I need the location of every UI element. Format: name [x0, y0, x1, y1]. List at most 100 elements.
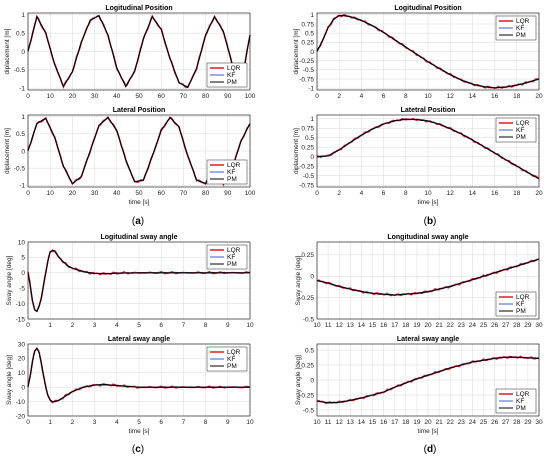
x-tick-label: 13 — [347, 419, 355, 426]
y-tick-label: 10 — [18, 239, 26, 246]
x-tick-label: 2 — [71, 419, 75, 426]
y-tick-label: 0.5 — [16, 30, 25, 37]
y-axis-label: Sway angle [deg] — [6, 255, 13, 305]
y-tick-label: 0 — [310, 377, 314, 384]
panel-label-c: (c) — [132, 444, 144, 455]
series-line-pm — [27, 347, 250, 403]
x-tick-label: 8 — [204, 419, 208, 426]
x-axis-label: time [s] — [129, 199, 150, 206]
x-tick-label: 16 — [380, 322, 388, 329]
chart-title: Latetral Position — [401, 107, 456, 114]
x-tick-label: 10 — [246, 419, 254, 426]
x-tick-label: 23 — [458, 419, 466, 426]
x-tick-label: 0 — [315, 190, 319, 197]
panel-label-d: (d) — [424, 444, 437, 455]
x-axis-label: time [s] — [418, 428, 439, 435]
x-tick-label: 5 — [137, 419, 141, 426]
y-tick-label: 0 — [21, 385, 25, 392]
y-tick-label: -1 — [308, 85, 314, 92]
x-tick-label: 10 — [313, 419, 321, 426]
legend-label-pm: PM — [516, 32, 526, 39]
y-tick-label: -20 — [16, 413, 26, 420]
y-tick-label: -0.5 — [303, 316, 315, 323]
y-axis-label: diplacement [m] — [293, 128, 300, 174]
x-tick-label: 10 — [424, 190, 432, 197]
legend-label-lqr: LQR — [227, 162, 241, 169]
x-tick-label: 11 — [325, 322, 332, 329]
x-tick-label: 9 — [226, 419, 230, 426]
x-tick-label: 14 — [469, 93, 477, 100]
x-tick-label: 26 — [491, 419, 499, 426]
x-tick-label: 50 — [135, 190, 143, 197]
x-tick-label: 16 — [491, 190, 499, 197]
y-tick-label: -0.5 — [303, 67, 315, 74]
axes-frame — [316, 12, 540, 91]
y-tick-label: -10 — [16, 301, 26, 308]
x-tick-label: 18 — [513, 190, 521, 197]
x-tick-label: 100 — [245, 190, 256, 197]
y-axis-label: diplacement [m] — [4, 128, 11, 174]
x-tick-label: 21 — [435, 419, 443, 426]
x-tick-label: 12 — [447, 93, 455, 100]
x-tick-label: 0 — [315, 93, 319, 100]
x-tick-label: 70 — [180, 93, 188, 100]
legend-label-lqr: LQR — [227, 349, 241, 356]
y-tick-label: 1 — [21, 12, 25, 19]
y-tick-label: 0 — [21, 270, 25, 277]
legend-label-kf: KF — [516, 127, 524, 134]
x-tick-label: 25 — [480, 322, 488, 329]
x-tick-label: 10 — [246, 322, 254, 329]
x-tick-label: 15 — [369, 322, 377, 329]
y-tick-label: -1 — [19, 183, 25, 190]
x-tick-label: 29 — [524, 419, 532, 426]
x-axis-label: time [s] — [418, 199, 439, 206]
legend-label-pm: PM — [227, 363, 237, 370]
x-tick-label: 2 — [337, 190, 341, 197]
y-tick-label: -0.75 — [299, 182, 314, 189]
x-tick-label: 30 — [535, 419, 543, 426]
x-tick-label: 27 — [502, 322, 510, 329]
panel-label-b: (b) — [424, 216, 437, 227]
y-tick-label: 0 — [310, 154, 314, 161]
x-tick-label: 4 — [115, 322, 119, 329]
x-tick-label: 24 — [469, 419, 477, 426]
x-tick-label: 29 — [524, 322, 532, 329]
x-tick-label: 2 — [71, 322, 75, 329]
chart-title: Logitudinal Position — [394, 5, 461, 12]
x-tick-label: 17 — [391, 322, 399, 329]
series-line-pm — [316, 258, 540, 296]
x-tick-label: 18 — [402, 419, 410, 426]
y-tick-label: -10 — [16, 399, 26, 406]
legend-label-pm: PM — [227, 261, 237, 268]
x-tick-label: 3 — [93, 322, 97, 329]
legend-label-lqr: LQR — [516, 18, 530, 25]
series-line-pm — [316, 15, 540, 89]
y-tick-label: -0.75 — [299, 76, 314, 83]
legend-label-pm: PM — [227, 176, 237, 183]
y-tick-label: 30 — [18, 341, 26, 348]
y-tick-label: 0 — [310, 49, 314, 56]
x-tick-label: 16 — [491, 93, 499, 100]
x-tick-label: 20 — [535, 190, 543, 197]
x-tick-label: 6 — [159, 322, 163, 329]
x-tick-label: 0 — [26, 322, 30, 329]
chart-panel-d-top: 10 11 12 13 14 15 16 17 18 19 20 21 22 23 24 25 26 27 28 29… — [295, 234, 543, 329]
legend-label-pm: PM — [516, 308, 526, 315]
x-tick-label: 18 — [402, 322, 410, 329]
legend-label-lqr: LQR — [516, 294, 530, 301]
x-tick-label: 8 — [404, 93, 408, 100]
panel-label-a: (a) — [132, 216, 144, 227]
chart-panel-a-top: 0 10 20 30 40 50 60 70 80 90 100 -1 -0.5 0 0.5 1 Logitud… — [4, 5, 256, 100]
x-tick-label: 90 — [224, 93, 232, 100]
x-tick-label: 4 — [115, 419, 119, 426]
chart-panel-b-bottom: 0 2 4 6 8 10 12 14 16 18 20 -0.75 -0.5 -0.25 0 0.25 0.5 0… — [293, 107, 543, 206]
x-tick-label: 0 — [26, 190, 30, 197]
x-tick-label: 60 — [158, 93, 166, 100]
axes-frame — [27, 12, 251, 91]
x-tick-label: 80 — [202, 190, 210, 197]
x-tick-label: 26 — [491, 322, 499, 329]
x-tick-label: 0 — [26, 419, 30, 426]
x-tick-label: 80 — [202, 93, 210, 100]
